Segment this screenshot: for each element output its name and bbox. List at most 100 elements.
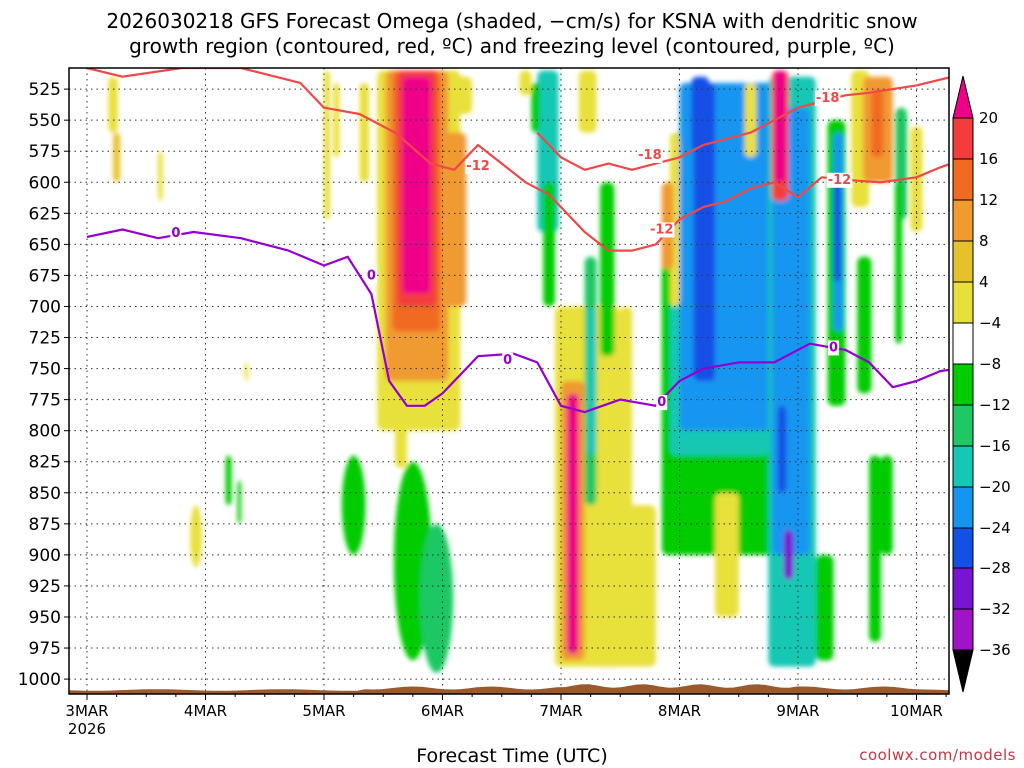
shade-green	[237, 480, 242, 524]
shade-darkblue	[777, 405, 787, 493]
colorbar-legend: 20 16 12 8 4 −4 −8 −12 −16 −20 −24 −28 −32 −36	[952, 75, 1011, 693]
y-tick-label: 650	[29, 235, 61, 255]
x-axis: 3MAR 4MAR 5MAR 6MAR 7MAR 8MAR 9MAR 10MAR 2026	[65, 694, 947, 738]
colorbar-label: 8	[979, 232, 989, 250]
shade-yellow	[108, 76, 118, 133]
y-tick-label: 800	[29, 422, 61, 442]
x-tick-label: 5MAR	[302, 702, 345, 720]
credit-text: coolwx.com/models	[859, 746, 1016, 764]
colorbar-swatch	[952, 363, 974, 406]
colorbar-label: 4	[979, 273, 989, 291]
y-tick-label: 850	[29, 484, 61, 504]
contour-label-background	[637, 147, 663, 163]
shade-green	[895, 182, 903, 344]
colorbar-label: −4	[979, 314, 1001, 332]
shade-yellow	[519, 70, 532, 96]
shade-green	[815, 554, 834, 661]
colorbar-swatch	[952, 404, 974, 447]
chart-title-line-2: growth region (contoured, red, ºC) and f…	[129, 34, 895, 58]
shade-yellow	[190, 505, 202, 568]
contour-label-minus12: -12	[828, 173, 852, 188]
colorbar-swatch	[952, 322, 974, 365]
colorbar-swatch	[952, 527, 974, 569]
shade-green	[543, 182, 556, 307]
shade-yellow	[113, 132, 121, 183]
contour-line-freezing-0c	[86, 228, 949, 414]
contour-label-0c: 0	[367, 268, 376, 283]
shade-yellow	[395, 405, 407, 468]
y-tick-label: 775	[29, 391, 61, 411]
y-tick-label: 925	[29, 577, 61, 597]
y-tick-label: 900	[29, 546, 61, 566]
colorbar-label: −36	[979, 641, 1011, 659]
shade-green	[857, 256, 872, 394]
contour-label-0c: 0	[171, 226, 180, 241]
shade-pink	[402, 76, 431, 295]
y-tick-label: 575	[29, 142, 61, 162]
colorbar-label: −12	[979, 396, 1011, 414]
colorbar-swatch	[952, 240, 974, 283]
colorbar-swatch	[952, 608, 974, 651]
colorbar-label: 20	[979, 109, 998, 127]
contour-label-minus12: -12	[650, 222, 674, 237]
shade-darkblue	[693, 82, 716, 382]
y-tick-label: 550	[29, 111, 61, 131]
shade-yellow	[620, 306, 633, 518]
y-tick-label: 950	[29, 608, 61, 628]
shade-yellow	[715, 492, 739, 617]
colorbar-label: 12	[979, 191, 998, 209]
shade-yellow	[359, 82, 370, 183]
colorbar-swatch	[952, 158, 974, 201]
y-tick-label: 825	[29, 453, 61, 473]
shade-green	[419, 523, 454, 673]
grid-lines	[69, 68, 949, 694]
shade-orange	[871, 89, 884, 158]
x-tick-label: 7MAR	[539, 702, 582, 720]
contour-label-background	[648, 222, 675, 238]
x-tick-label: 9MAR	[776, 702, 819, 720]
contour-label-background	[502, 352, 514, 368]
contour-label-background	[656, 395, 668, 411]
shade-yellow	[578, 70, 597, 133]
colorbar-swatch	[952, 486, 974, 529]
shade-green	[880, 455, 893, 555]
colorbar-swatch	[952, 567, 974, 610]
x-tick-year-label: 2026	[68, 720, 106, 738]
shade-green	[225, 455, 232, 506]
terrain-ground	[69, 684, 949, 694]
x-tick-label: 3MAR	[65, 702, 108, 720]
contour-label-0c: 0	[503, 353, 512, 368]
colorbar-label: 16	[979, 150, 998, 168]
shade-green	[531, 82, 540, 133]
colorbar-label: −20	[979, 478, 1011, 496]
shade-pink	[566, 393, 579, 655]
shade-yellow	[324, 70, 330, 220]
shade-orange	[442, 132, 467, 307]
shade-yellow	[596, 505, 656, 667]
colorbar-label: −28	[979, 559, 1011, 577]
colorbar-bottom-arrow	[952, 649, 974, 693]
y-tick-label: 725	[29, 329, 61, 349]
plot-frame	[68, 67, 950, 695]
y-tick-label: 675	[29, 266, 61, 286]
colorbar-label: −8	[979, 355, 1001, 373]
chart-title-line-1: 2026030218 GFS Forecast Omega (shaded, −…	[106, 9, 918, 33]
contour-label-background	[465, 159, 491, 175]
contour-label-0c: 0	[657, 395, 666, 410]
y-tick-label: 875	[29, 515, 61, 535]
shade-green	[341, 455, 366, 555]
shade-yellow	[158, 151, 163, 201]
terrain-surface	[69, 684, 949, 694]
y-tick-label: 525	[29, 80, 61, 100]
shade-darkblue	[691, 76, 710, 152]
contour-line-minus12	[86, 68, 949, 252]
shade-yellow	[333, 82, 340, 158]
shade-yellow	[448, 76, 473, 114]
y-axis: 525 550 575 600 625 650 675 700 725 750 775 800 825 8…	[18, 80, 69, 690]
shade-teal	[587, 306, 597, 456]
contour-label-background	[828, 340, 840, 356]
contour-label-background	[170, 226, 182, 242]
colorbar-label: −32	[979, 600, 1011, 618]
shade-yellow	[244, 362, 249, 381]
